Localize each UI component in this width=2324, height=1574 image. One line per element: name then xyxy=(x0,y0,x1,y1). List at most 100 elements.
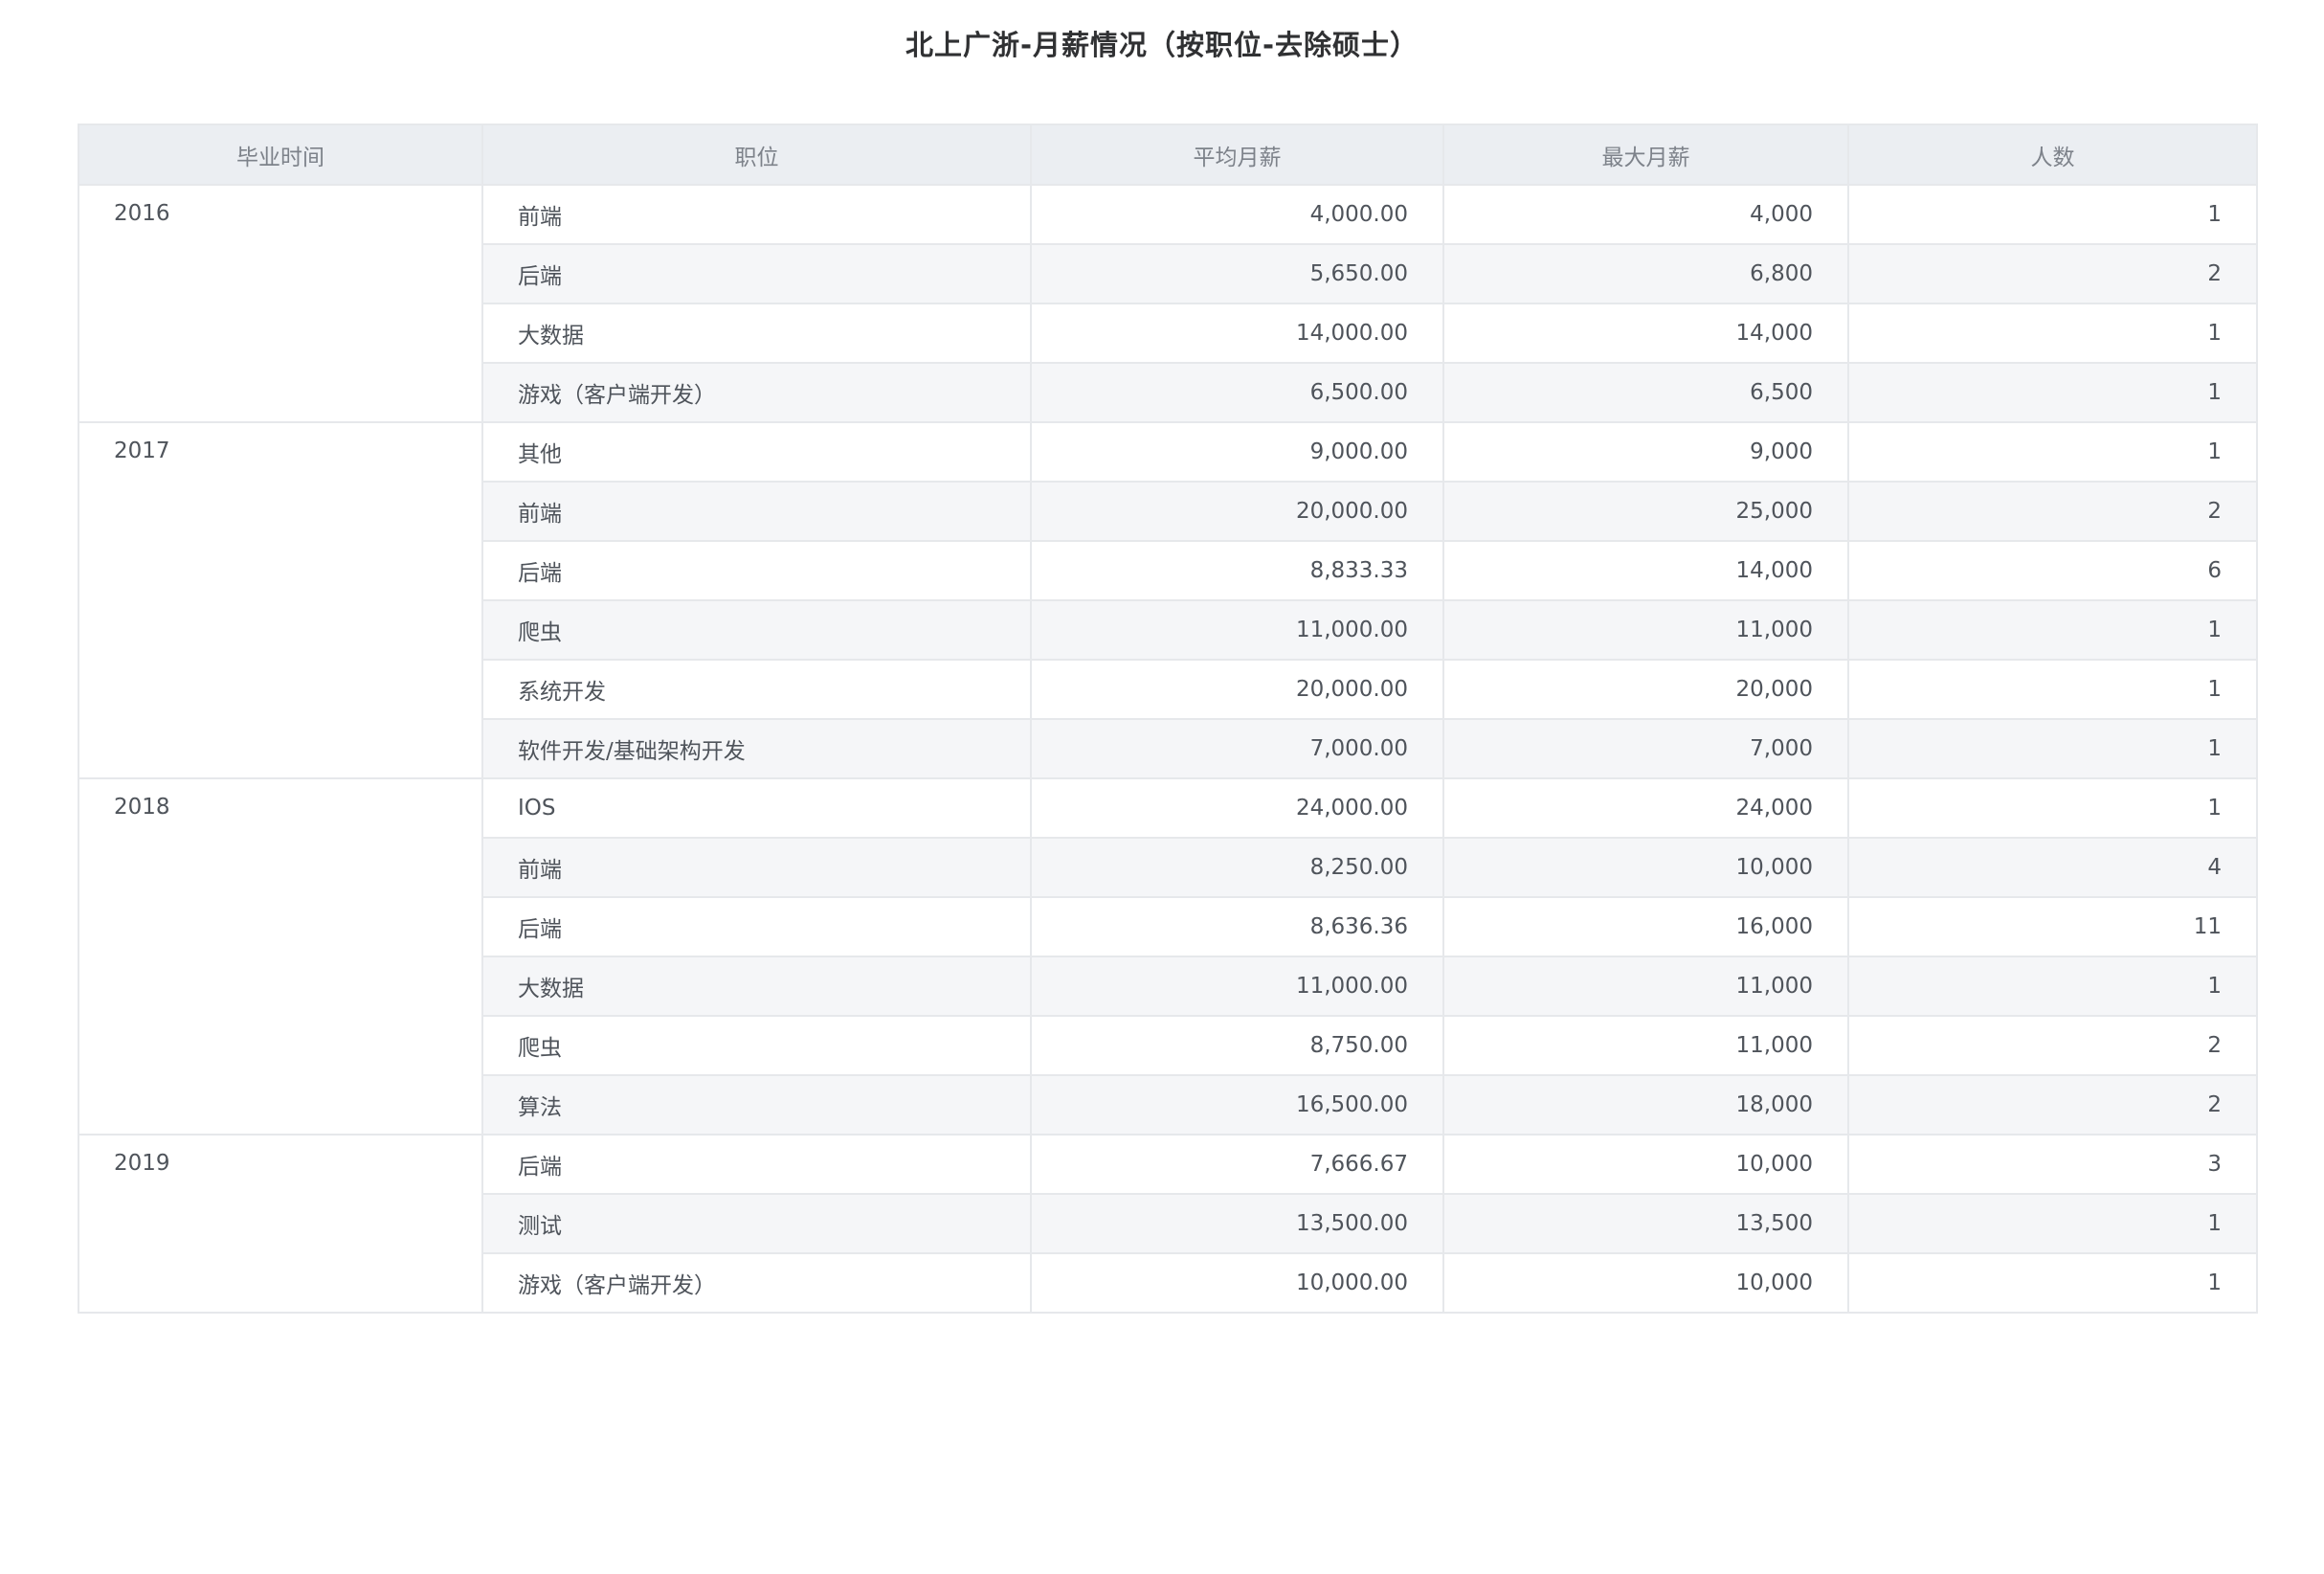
table-row: 2017 其他 9,000.00 9,000 1 xyxy=(78,421,2258,779)
cell-max-salary: 25,000 xyxy=(1442,481,1849,542)
column-header-position[interactable]: 职位 xyxy=(481,124,1032,186)
cell-average-salary: 4,000.00 xyxy=(1030,184,1444,245)
cell-position: 爬虫 xyxy=(481,599,1032,661)
cell-headcount: 1 xyxy=(1847,421,2258,483)
table-row: 2016 前端 4,000.00 4,000 1 xyxy=(78,184,2258,423)
table-row: 大数据 11,000.00 11,000 1 xyxy=(78,956,2258,1017)
table-row: 游戏（客户端开发） 6,500.00 6,500 1 xyxy=(78,362,2258,423)
cell-position: 算法 xyxy=(481,1074,1032,1136)
cell-headcount: 11 xyxy=(1847,896,2258,957)
cell-position: 软件开发/基础架构开发 xyxy=(481,718,1032,779)
table-row: 爬虫 8,750.00 11,000 2 xyxy=(78,1015,2258,1076)
cell-position: 前端 xyxy=(481,837,1032,898)
cell-headcount: 1 xyxy=(1847,1252,2258,1314)
cell-headcount: 1 xyxy=(1847,184,2258,245)
cell-max-salary: 18,000 xyxy=(1442,1074,1849,1136)
cell-graduation-year: 2019 xyxy=(78,1134,483,1314)
cell-position: 游戏（客户端开发） xyxy=(481,362,1032,423)
cell-average-salary: 11,000.00 xyxy=(1030,599,1444,661)
cell-max-salary: 10,000 xyxy=(1442,1134,1849,1195)
cell-position: 后端 xyxy=(481,1134,1032,1195)
cell-average-salary: 7,000.00 xyxy=(1030,718,1444,779)
cell-headcount: 1 xyxy=(1847,362,2258,423)
cell-position: 大数据 xyxy=(481,956,1032,1017)
cell-average-salary: 24,000.00 xyxy=(1030,777,1444,839)
table-row: 前端 20,000.00 25,000 2 xyxy=(78,481,2258,542)
cell-max-salary: 9,000 xyxy=(1442,421,1849,483)
cell-graduation-year: 2016 xyxy=(78,184,483,423)
cell-max-salary: 14,000 xyxy=(1442,540,1849,601)
cell-position: 游戏（客户端开发） xyxy=(481,1252,1032,1314)
cell-max-salary: 11,000 xyxy=(1442,599,1849,661)
cell-average-salary: 6,500.00 xyxy=(1030,362,1444,423)
cell-position: 其他 xyxy=(481,421,1032,483)
cell-headcount: 1 xyxy=(1847,1193,2258,1254)
cell-position: 测试 xyxy=(481,1193,1032,1254)
cell-average-salary: 5,650.00 xyxy=(1030,243,1444,304)
table-row: 后端 8,636.36 16,000 11 xyxy=(78,896,2258,957)
page-title: 北上广浙-月薪情况（按职位-去除硕士） xyxy=(905,29,1419,61)
table-row: 算法 16,500.00 18,000 2 xyxy=(78,1074,2258,1136)
cell-position: 系统开发 xyxy=(481,659,1032,720)
cell-headcount: 6 xyxy=(1847,540,2258,601)
cell-headcount: 2 xyxy=(1847,243,2258,304)
cell-position: 后端 xyxy=(481,243,1032,304)
table-row: 后端 5,650.00 6,800 2 xyxy=(78,243,2258,304)
cell-average-salary: 9,000.00 xyxy=(1030,421,1444,483)
cell-max-salary: 24,000 xyxy=(1442,777,1849,839)
table-row: 测试 13,500.00 13,500 1 xyxy=(78,1193,2258,1254)
cell-max-salary: 11,000 xyxy=(1442,1015,1849,1076)
cell-max-salary: 10,000 xyxy=(1442,837,1849,898)
column-header-max-salary[interactable]: 最大月薪 xyxy=(1442,124,1849,186)
cell-average-salary: 20,000.00 xyxy=(1030,481,1444,542)
cell-max-salary: 16,000 xyxy=(1442,896,1849,957)
cell-headcount: 1 xyxy=(1847,599,2258,661)
cell-position: 后端 xyxy=(481,896,1032,957)
cell-headcount: 4 xyxy=(1847,837,2258,898)
column-header-average-salary[interactable]: 平均月薪 xyxy=(1030,124,1444,186)
table-body: 2016 前端 4,000.00 4,000 1 后端 5,650.00 6,800 2 大数据 1… xyxy=(78,184,2258,1314)
table-row: 2018 IOS 24,000.00 24,000 1 xyxy=(78,777,2258,1136)
cell-position: 大数据 xyxy=(481,303,1032,364)
cell-graduation-year: 2018 xyxy=(78,777,483,1136)
cell-average-salary: 8,250.00 xyxy=(1030,837,1444,898)
cell-headcount: 1 xyxy=(1847,659,2258,720)
salary-table: 毕业时间 职位 平均月薪 最大月薪 人数 2016 前端 4,000.00 4,000… xyxy=(78,124,2258,1314)
cell-average-salary: 8,750.00 xyxy=(1030,1015,1444,1076)
table-row: 系统开发 20,000.00 20,000 1 xyxy=(78,659,2258,720)
cell-max-salary: 20,000 xyxy=(1442,659,1849,720)
cell-position: IOS xyxy=(481,777,1032,839)
table-row: 爬虫 11,000.00 11,000 1 xyxy=(78,599,2258,661)
table-row: 大数据 14,000.00 14,000 1 xyxy=(78,303,2258,364)
cell-headcount: 2 xyxy=(1847,1074,2258,1136)
table-row: 2019 后端 7,666.67 10,000 3 xyxy=(78,1134,2258,1314)
cell-average-salary: 13,500.00 xyxy=(1030,1193,1444,1254)
cell-max-salary: 14,000 xyxy=(1442,303,1849,364)
column-header-graduation-time[interactable]: 毕业时间 xyxy=(78,124,483,186)
table-row: 后端 8,833.33 14,000 6 xyxy=(78,540,2258,601)
cell-headcount: 3 xyxy=(1847,1134,2258,1195)
cell-position: 后端 xyxy=(481,540,1032,601)
cell-position: 前端 xyxy=(481,481,1032,542)
cell-max-salary: 13,500 xyxy=(1442,1193,1849,1254)
cell-average-salary: 14,000.00 xyxy=(1030,303,1444,364)
cell-average-salary: 8,833.33 xyxy=(1030,540,1444,601)
cell-average-salary: 8,636.36 xyxy=(1030,896,1444,957)
column-header-headcount[interactable]: 人数 xyxy=(1847,124,2258,186)
cell-max-salary: 11,000 xyxy=(1442,956,1849,1017)
cell-max-salary: 6,800 xyxy=(1442,243,1849,304)
header-row: 毕业时间 职位 平均月薪 最大月薪 人数 xyxy=(78,124,2258,186)
cell-average-salary: 7,666.67 xyxy=(1030,1134,1444,1195)
cell-average-salary: 10,000.00 xyxy=(1030,1252,1444,1314)
table-row: 软件开发/基础架构开发 7,000.00 7,000 1 xyxy=(78,718,2258,779)
cell-position: 爬虫 xyxy=(481,1015,1032,1076)
cell-graduation-year: 2017 xyxy=(78,421,483,779)
cell-headcount: 2 xyxy=(1847,1015,2258,1076)
cell-max-salary: 4,000 xyxy=(1442,184,1849,245)
table-row: 游戏（客户端开发） 10,000.00 10,000 1 xyxy=(78,1252,2258,1314)
cell-headcount: 1 xyxy=(1847,303,2258,364)
cell-max-salary: 6,500 xyxy=(1442,362,1849,423)
cell-headcount: 1 xyxy=(1847,956,2258,1017)
cell-headcount: 1 xyxy=(1847,718,2258,779)
cell-average-salary: 11,000.00 xyxy=(1030,956,1444,1017)
